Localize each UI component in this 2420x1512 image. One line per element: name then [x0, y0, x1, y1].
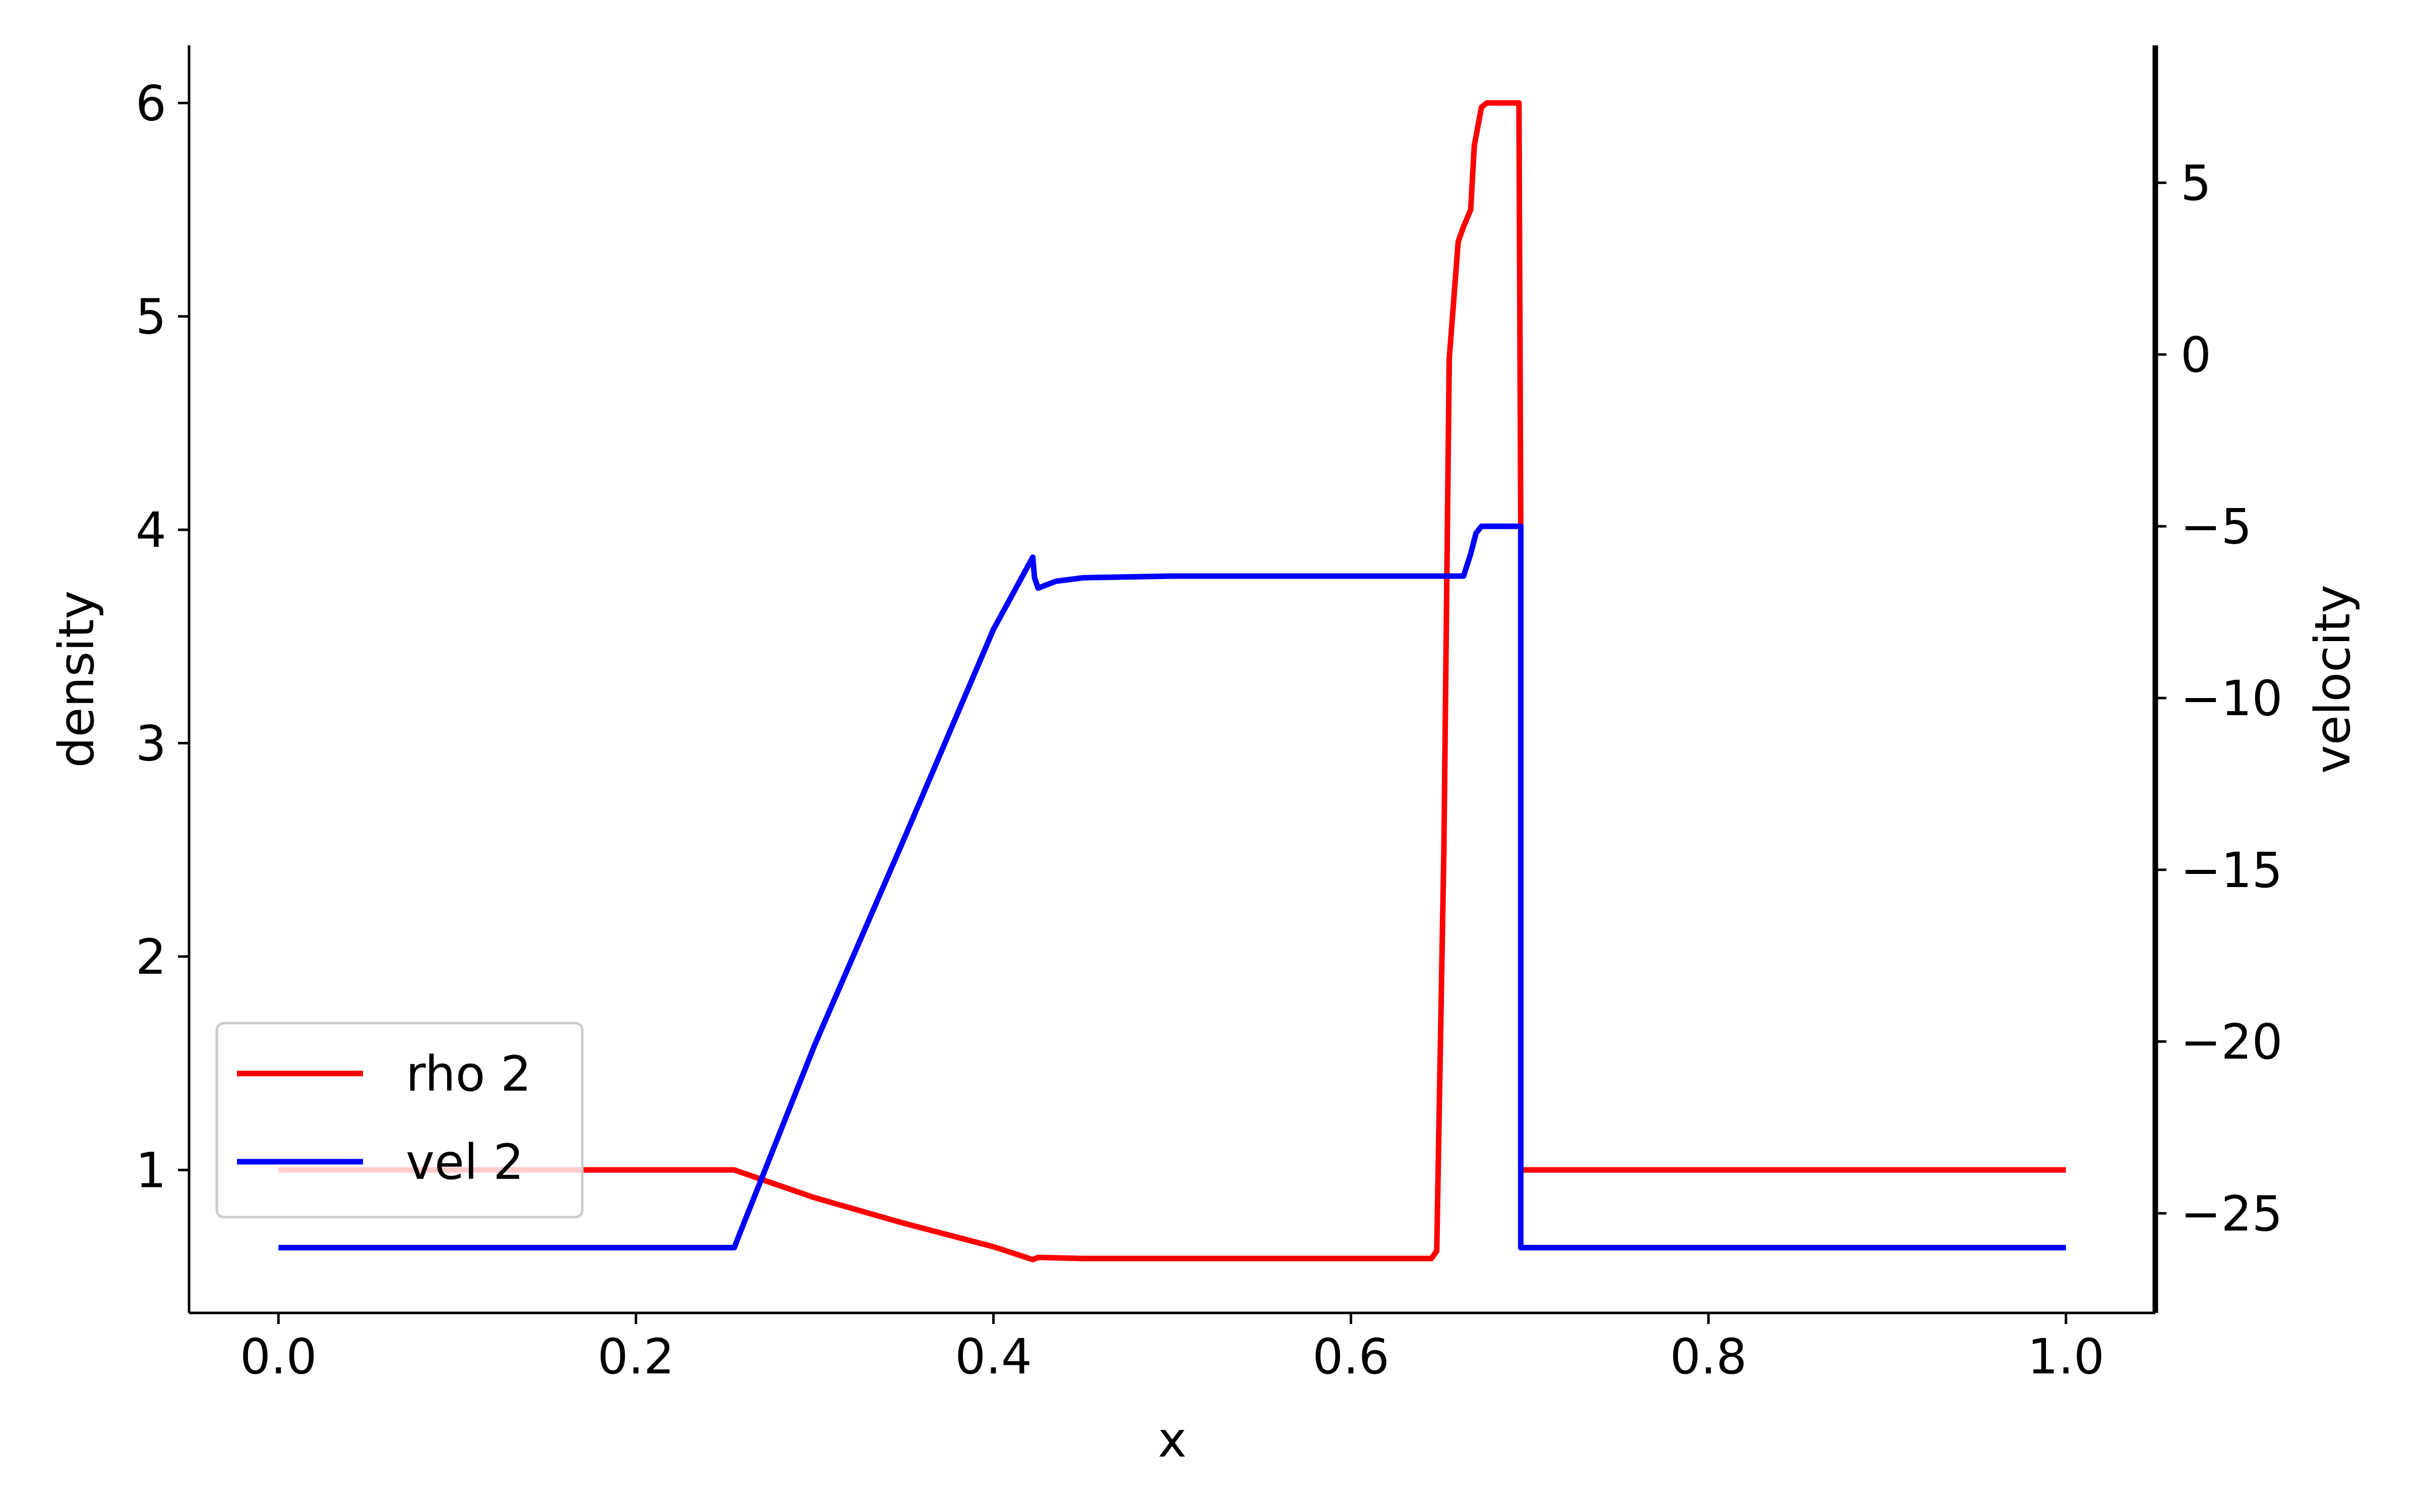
legend-label: rho 2	[406, 1046, 531, 1102]
x-tick-label: 0.8	[1670, 1329, 1747, 1385]
right-tick-label: 0	[2181, 327, 2211, 383]
left-tick-label: 6	[136, 75, 166, 132]
right-axis-title: velocity	[2305, 585, 2361, 774]
axes: 0.0 0.2 0.4 0.6 0.8 1.0 1 2 3 4 5 6 5 0 −5 −10 −15 −20 −25…	[48, 45, 2361, 1468]
x-axis-title: x	[1158, 1412, 1187, 1468]
x-tick-label: 1.0	[2027, 1329, 2104, 1385]
x-tick-label: 0.2	[597, 1329, 675, 1385]
left-tick-label: 1	[136, 1142, 166, 1199]
left-tick-label: 3	[136, 716, 166, 772]
right-tick-label: −25	[2181, 1185, 2283, 1242]
right-tick-label: −5	[2181, 498, 2252, 555]
right-tick-label: −15	[2181, 842, 2283, 899]
right-tick-label: −10	[2181, 670, 2283, 727]
legend: rho 2 vel 2	[215, 1022, 584, 1219]
x-tick-label: 0.6	[1312, 1329, 1389, 1385]
left-tick-label: 4	[136, 502, 166, 558]
series-layer	[278, 100, 2066, 1263]
left-axis-title: density	[48, 591, 105, 768]
x-tick-label: 0.0	[240, 1329, 317, 1385]
legend-label: vel 2	[406, 1134, 524, 1190]
right-tick-label: −20	[2181, 1014, 2283, 1070]
left-tick-label: 2	[136, 929, 166, 985]
series-line-vel-2	[278, 523, 2066, 1250]
right-tick-label: 5	[2181, 155, 2211, 212]
x-tick-label: 0.4	[955, 1329, 1032, 1385]
left-tick-label: 5	[136, 289, 166, 345]
series-line-rho-2	[278, 100, 2066, 1263]
